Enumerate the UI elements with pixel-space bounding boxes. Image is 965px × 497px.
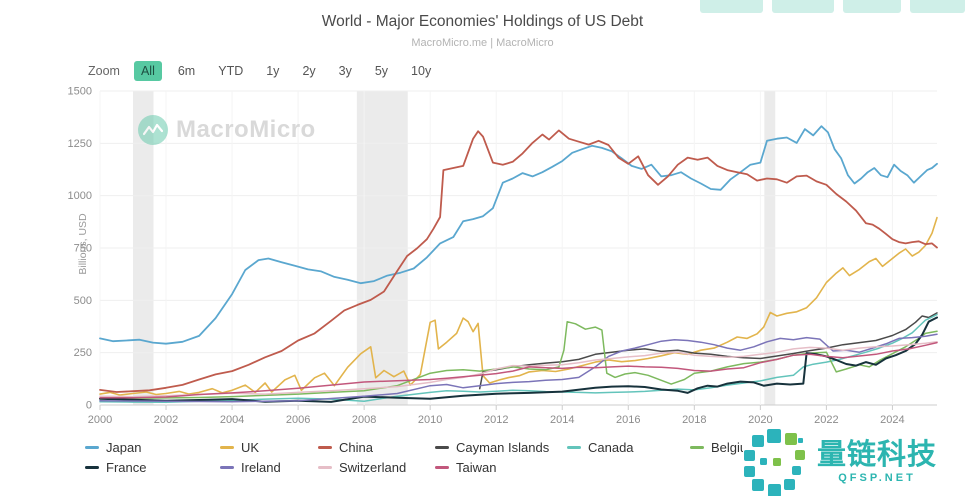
- x-tick-label: 2004: [220, 414, 244, 426]
- series-line-france: [99, 316, 938, 403]
- qfsp-logo-icon: [744, 429, 805, 496]
- legend-label: Taiwan: [456, 460, 497, 475]
- y-axis-title: Billions, USD: [77, 213, 89, 275]
- y-tick-label: 250: [74, 347, 92, 359]
- legend-label: China: [339, 440, 373, 455]
- legend-swatch: [220, 466, 234, 469]
- x-tick-label: 2018: [682, 414, 706, 426]
- zoom-range-bar: Zoom All 6m YTD 1y 2y 3y 5y 10y: [88, 61, 447, 81]
- range-button-all[interactable]: All: [133, 61, 162, 81]
- legend-item-ireland[interactable]: Ireland: [220, 460, 281, 475]
- site-watermark-url: QFSP.NET: [838, 471, 916, 484]
- legend-item-cayman-islands[interactable]: Cayman Islands: [435, 440, 549, 455]
- legend-swatch: [318, 466, 332, 469]
- y-tick-label: 0: [86, 400, 92, 412]
- chart-canvas: 0 250 500 750 1000 1250 1500 2000 2002 2004 2006 20…: [68, 86, 938, 426]
- series-line-japan: [99, 125, 938, 345]
- toolbar-cutoff-button-4[interactable]: [910, 0, 965, 13]
- range-button-3y[interactable]: 3y: [338, 64, 352, 78]
- legend-label: Switzerland: [339, 460, 407, 475]
- site-watermark-brand: 量链科技: [817, 438, 938, 471]
- page-subtitle: MacroMicro.me | MacroMicro: [411, 37, 554, 49]
- legend-item-japan[interactable]: Japan: [85, 440, 141, 455]
- series-line-china: [99, 129, 938, 393]
- legend-swatch: [435, 466, 449, 469]
- x-tick-label: 2000: [88, 414, 112, 426]
- y-tick-label: 1000: [68, 190, 92, 202]
- legend-item-uk[interactable]: UK: [220, 440, 259, 455]
- x-tick-label: 2002: [154, 414, 178, 426]
- x-tick-label: 2010: [418, 414, 442, 426]
- x-tick-label: 2008: [352, 414, 376, 426]
- x-tick-label: 2022: [814, 414, 838, 426]
- zoom-label: Zoom: [88, 64, 120, 78]
- x-tick-label: 2024: [880, 414, 904, 426]
- series-line-canada: [99, 313, 938, 404]
- legend-item-taiwan[interactable]: Taiwan: [435, 460, 496, 475]
- legend-swatch: [435, 446, 449, 449]
- legend-swatch: [567, 446, 581, 449]
- legend-label: UK: [241, 440, 260, 455]
- legend-swatch: [220, 446, 234, 449]
- y-tick-label: 750: [74, 243, 92, 255]
- x-tick-label: 2014: [550, 414, 574, 426]
- legend-label: Canada: [588, 440, 634, 455]
- legend-label: France: [106, 460, 147, 475]
- range-button-5y[interactable]: 5y: [374, 64, 389, 78]
- x-tick-label: 2020: [748, 414, 772, 426]
- toolbar-cutoff-button-2[interactable]: [772, 0, 834, 13]
- series-line-cayman-islands: [478, 312, 938, 390]
- legend-label: Ireland: [241, 460, 281, 475]
- series-line-taiwan: [99, 341, 938, 399]
- range-buttons: All 6m YTD 1y 2y 3y 5y 10y: [133, 61, 447, 81]
- range-button-2y[interactable]: 2y: [302, 64, 316, 78]
- site-watermark: 量链科技 QFSP.NET: [743, 427, 965, 497]
- toolbar-cutoff-button-1[interactable]: [700, 0, 763, 13]
- range-button-6m[interactable]: 6m: [177, 64, 196, 78]
- legend-swatch: [690, 446, 704, 449]
- toolbar-cutoff-button-3[interactable]: [843, 0, 901, 13]
- range-button-1y[interactable]: 1y: [266, 64, 280, 78]
- page-title: World - Major Economies' Holdings of US …: [321, 13, 644, 30]
- legend-label: Cayman Islands: [456, 440, 550, 455]
- legend-item-china[interactable]: China: [318, 440, 373, 455]
- legend-swatch: [85, 446, 99, 449]
- legend-label: Japan: [106, 440, 142, 455]
- y-tick-label: 1250: [68, 138, 92, 150]
- series-line-belgium: [99, 320, 938, 400]
- legend-item-switzerland[interactable]: Switzerland: [318, 460, 406, 475]
- y-tick-label: 1500: [68, 86, 92, 98]
- x-tick-label: 2006: [286, 414, 310, 426]
- range-button-10y[interactable]: 10y: [411, 64, 432, 78]
- legend-item-france[interactable]: France: [85, 460, 146, 475]
- y-tick-label: 500: [74, 295, 92, 307]
- series-line-switzerland: [99, 341, 938, 398]
- legend-item-canada[interactable]: Canada: [567, 440, 634, 455]
- legend-swatch: [318, 446, 332, 449]
- range-button-ytd[interactable]: YTD: [218, 64, 244, 78]
- x-tick-label: 2016: [616, 414, 640, 426]
- x-tick-label: 2012: [484, 414, 508, 426]
- legend-swatch: [85, 466, 99, 469]
- series-line-uk: [99, 216, 938, 396]
